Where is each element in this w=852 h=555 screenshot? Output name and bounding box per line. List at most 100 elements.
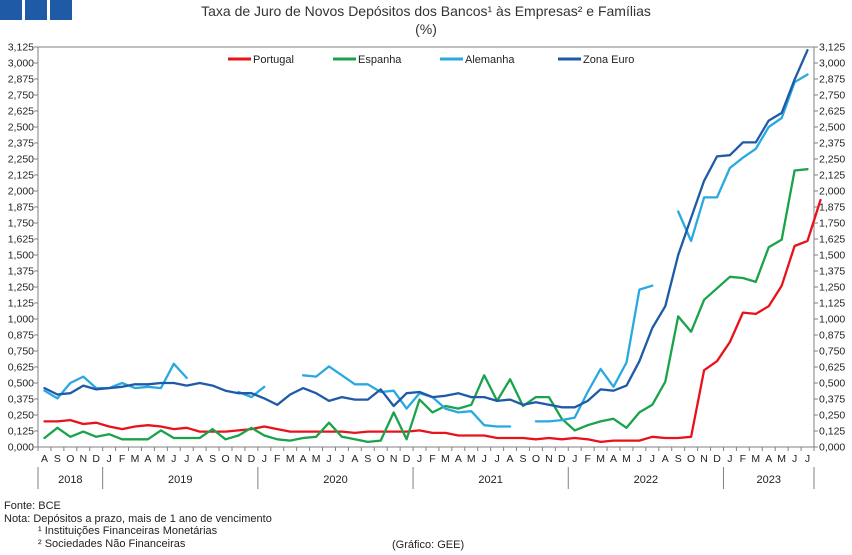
y-tick-label-left: 1,500 [8,250,34,262]
x-tick-label: D [248,453,256,465]
gee-logo [0,0,72,20]
y-tick-label-right: 0,625 [819,362,845,374]
y-tick-label-right: 2,125 [819,170,845,182]
series-lines [43,49,822,444]
x-tick-label: A [300,453,307,465]
y-tick-label-left: 0,375 [8,394,34,406]
x-tick-label: N [390,453,398,465]
y-tick-label-right: 0,750 [819,346,845,358]
y-tick-label-right: 1,250 [819,282,845,294]
x-tick-label: S [364,453,371,465]
x-tick-label: M [131,453,140,465]
y-tick-label-left: 2,250 [8,154,34,166]
x-tick-label: N [700,453,708,465]
x-tick-label: J [171,453,176,465]
chart-unit: (%) [415,21,437,37]
x-tick-label: N [545,453,553,465]
x-tick-label: M [596,453,605,465]
y-tick-label-left: 0,000 [8,442,34,454]
x-tick-label: J [339,453,344,465]
series-espanha [43,168,809,444]
y-tick-label-right: 3,125 [819,42,845,54]
year-label: 2021 [478,474,502,486]
x-tick-label: J [184,453,189,465]
y-tick-label-right: 1,375 [819,266,845,278]
x-tick-label: O [66,453,74,465]
series-line-segment [237,385,266,399]
x-tick-label: J [650,453,655,465]
y-axis-right: 0,000 0,125 0,250 0,375 0,500 0,625 0,750 0,875… [814,42,845,454]
y-tick-label-left: 1,250 [8,282,34,294]
y-tick-label-left: 1,625 [8,234,34,246]
y-tick-label-right: 2,000 [819,186,845,198]
legend-label: Espanha [358,54,402,66]
y-tick-label-right: 1,875 [819,202,845,214]
x-tick-label: D [713,453,721,465]
y-tick-label-left: 1,375 [8,266,34,278]
y-tick-label-right: 0,125 [819,426,845,438]
x-tick-label: M [467,453,476,465]
x-tick-label: M [751,453,760,465]
x-tick-label: S [54,453,61,465]
x-tick-label: A [196,453,203,465]
x-tick-label: J [805,453,810,465]
year-label: 2019 [168,474,192,486]
y-tick-label-left: 0,250 [8,410,34,422]
x-tick-label: A [351,453,358,465]
x-tick-label: A [41,453,48,465]
x-tick-label: S [209,453,216,465]
y-tick-label-left: 0,875 [8,330,34,342]
legend: Portugal Espanha Alemanha Zona Euro [228,54,634,66]
y-tick-label-right: 1,500 [819,250,845,262]
series-line-segment [677,73,809,243]
x-tick-label: A [455,453,462,465]
y-tick-label-left: 3,125 [8,42,34,54]
chart-title: Taxa de Juro de Novos Depósitos dos Banc… [0,2,852,38]
legend-label: Zona Euro [583,54,634,66]
x-tick-label: O [532,453,540,465]
method-note: Nota: Depósitos a prazo, mais de 1 ano d… [4,512,272,525]
y-tick-label-right: 0,375 [819,394,845,406]
series-portugal [43,198,822,444]
y-tick-label-right: 2,500 [819,122,845,134]
x-tick-label: S [519,453,526,465]
x-tick-label: M [156,453,165,465]
series-line-segment [43,168,809,444]
x-tick-label: M [312,453,321,465]
x-tick-label: F [740,453,746,465]
footnote-2: ² Sociedades Não Financeiras [38,537,186,550]
series-line-segment [301,365,512,428]
line-chart: 0,000 0,125 0,250 0,375 0,500 0,625 0,750 0,875… [8,42,845,489]
x-tick-label: D [92,453,100,465]
x-tick-label: O [221,453,229,465]
x-tick-label: N [235,453,243,465]
y-tick-label-left: 0,750 [8,346,34,358]
x-tick-label: M [441,453,450,465]
x-tick-label: M [777,453,786,465]
y-tick-label-left: 2,125 [8,170,34,182]
y-tick-label-right: 2,375 [819,138,845,150]
series-alemanha [43,73,809,428]
y-tick-label-right: 3,000 [819,58,845,70]
x-tick-label: A [610,453,617,465]
y-tick-label-left: 1,875 [8,202,34,214]
x-tick-label: J [637,453,642,465]
legend-label: Alemanha [465,54,515,66]
y-tick-label-right: 2,250 [819,154,845,166]
x-tick-label: J [107,453,112,465]
footnote-1: ¹ Instituições Financeiras Monetárias [38,525,218,537]
series-zona-euro [43,49,809,409]
chart-title-text: Taxa de Juro de Novos Depósitos dos Banc… [201,3,651,19]
y-tick-label-left: 1,000 [8,314,34,326]
x-tick-label: M [622,453,631,465]
y-tick-label-right: 1,750 [819,218,845,230]
x-tick-label: F [584,453,590,465]
x-tick-label: S [675,453,682,465]
y-tick-label-right: 0,500 [819,378,845,390]
x-tick-label: N [79,453,87,465]
y-tick-label-right: 2,625 [819,106,845,118]
x-tick-label: J [482,453,487,465]
y-tick-label-right: 0,250 [819,410,845,422]
x-tick-label: A [662,453,669,465]
